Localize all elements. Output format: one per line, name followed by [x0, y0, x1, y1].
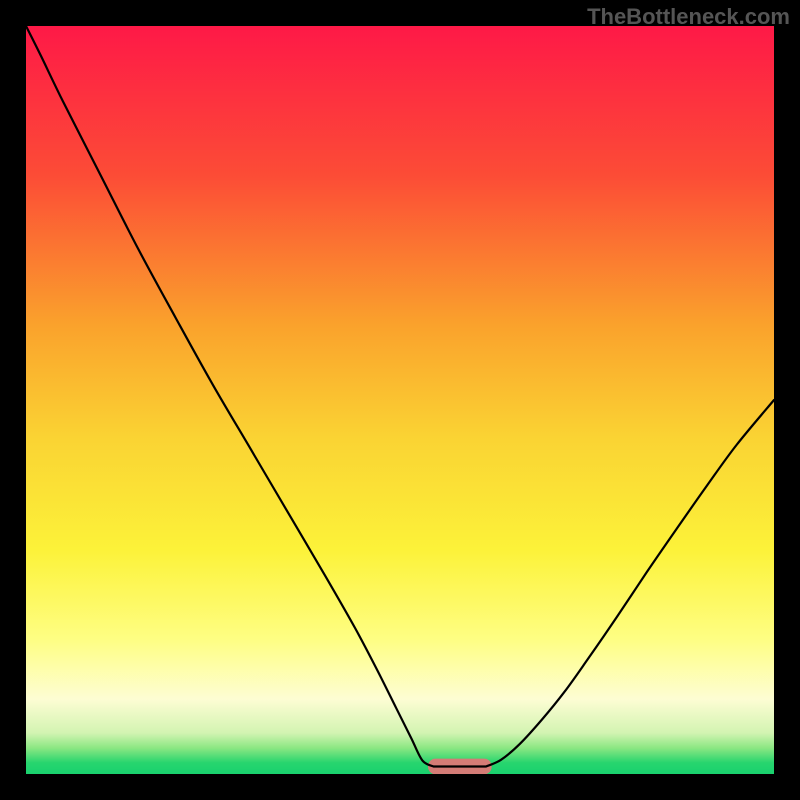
bottleneck-chart	[26, 26, 774, 774]
chart-container: { "watermark": { "text": "TheBottleneck.…	[0, 0, 800, 800]
watermark-text: TheBottleneck.com	[587, 4, 790, 30]
gradient-background	[26, 26, 774, 774]
